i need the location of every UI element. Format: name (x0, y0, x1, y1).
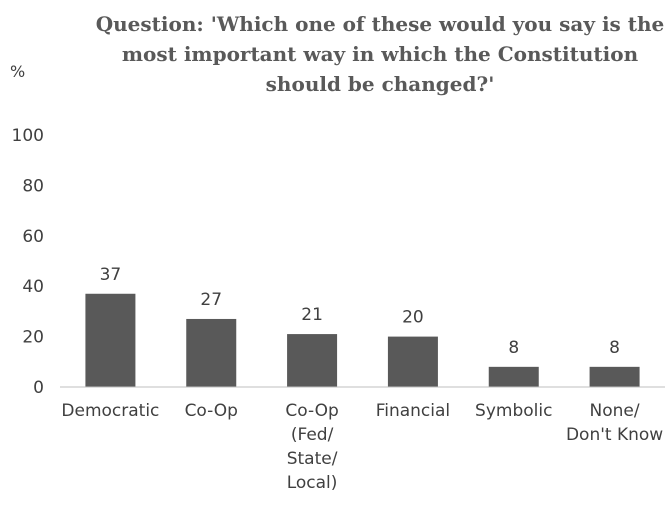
bar (287, 334, 338, 387)
x-category-label: Co-Op (185, 401, 238, 421)
x-category-label: Financial (376, 401, 450, 421)
bar (589, 366, 640, 387)
x-category-label: Local) (287, 473, 338, 493)
y-tick-label: 80 (22, 176, 44, 196)
data-label: 21 (301, 305, 323, 325)
y-tick-label: 100 (12, 126, 44, 146)
bar (85, 293, 136, 387)
chart-title-line-1: Question: 'Which one of these would you … (96, 12, 665, 36)
bar (387, 336, 438, 387)
plot-area: 0 20 40 60 80 100 37 Democratic 27 Co-Op 21 Co-Op (F… (12, 126, 665, 493)
x-category-label: Symbolic (475, 401, 552, 421)
data-label: 27 (200, 290, 222, 310)
data-label: 8 (508, 338, 519, 358)
y-axis-label: % (10, 62, 25, 81)
x-category-label: (Fed/ (291, 425, 334, 445)
chart-title-line-3: should be changed?' (266, 72, 495, 96)
y-tick-label: 40 (22, 277, 44, 297)
x-category-label: Don't Know (566, 425, 663, 445)
data-label: 37 (100, 265, 122, 285)
y-tick-label: 60 (22, 227, 44, 247)
bar (186, 318, 237, 387)
y-tick-label: 0 (33, 378, 44, 398)
data-label: 8 (609, 338, 620, 358)
chart-title: Question: 'Which one of these would you … (96, 12, 665, 96)
chart-title-line-2: most important way in which the Constitu… (122, 42, 639, 66)
x-category-label: State/ (287, 449, 338, 469)
bar (488, 366, 539, 387)
x-category-label: Co-Op (285, 401, 338, 421)
y-tick-label: 20 (22, 328, 44, 348)
x-category-label: None/ (590, 401, 640, 421)
data-label: 20 (402, 308, 424, 328)
x-category-label: Democratic (61, 401, 159, 421)
